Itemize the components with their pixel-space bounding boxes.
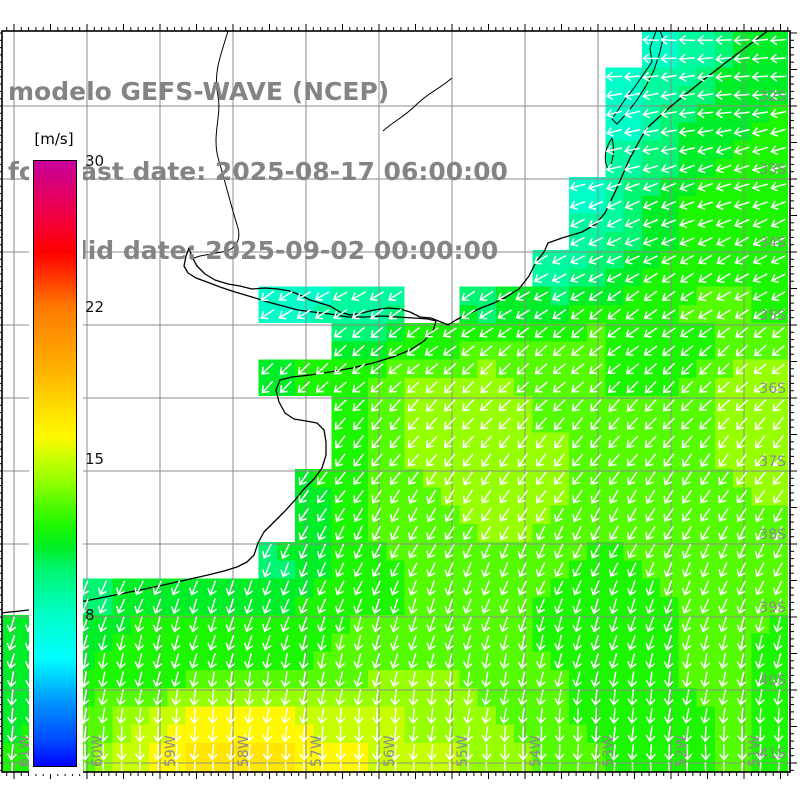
lon-label: 55W xyxy=(455,735,471,767)
degree-ticks xyxy=(0,24,797,779)
lon-label: 53W xyxy=(601,735,617,767)
model-title: modelo GEFS-WAVE (NCEP) xyxy=(8,77,390,106)
lon-label: 58W xyxy=(236,735,252,767)
river-line-uruguay xyxy=(190,31,240,260)
valid-date-line: valid date: 2025-09-02 00:00:00 xyxy=(46,236,499,265)
lon-label: 57W xyxy=(309,735,325,767)
lat-label: 41S xyxy=(759,746,786,762)
lagoon-outline xyxy=(611,31,664,125)
lon-label: 54W xyxy=(528,735,544,767)
river-line-negro xyxy=(382,77,453,132)
lat-label: 40S xyxy=(759,673,786,689)
lon-label: 56W xyxy=(382,735,398,767)
lon-label: 52W xyxy=(674,735,690,767)
coastline xyxy=(2,31,769,614)
map-frame xyxy=(1,30,791,773)
lon-label: 60W xyxy=(90,735,106,767)
colorbar-tick-label: 8 xyxy=(85,606,95,625)
lat-label: 33S xyxy=(759,162,786,178)
lon-label: 59W xyxy=(163,735,179,767)
colorbar-unit-label: [m/s] xyxy=(34,130,74,148)
lat-label: 34S xyxy=(759,235,786,251)
graticule-labels: 61W 60W 59W 58W 57W 56W 55W 54W 53W 52W 51W32S33S3… xyxy=(17,89,786,767)
lon-label: 51W xyxy=(747,735,763,767)
lat-label: 39S xyxy=(759,600,786,616)
lat-label: 36S xyxy=(759,381,786,397)
lat-label: 38S xyxy=(759,527,786,543)
lat-label: 35S xyxy=(759,308,786,324)
lat-label: 32S xyxy=(759,89,786,105)
graticule xyxy=(2,31,790,772)
colorbar-tick-label: 22 xyxy=(85,298,105,317)
colorbar xyxy=(29,150,83,774)
coast-layer xyxy=(2,31,769,614)
colorbar-tick-label: 30 xyxy=(85,152,105,170)
lat-label: 37S xyxy=(759,454,786,470)
colorbar-gradient xyxy=(33,160,77,767)
colorbar-tick-label: 15 xyxy=(85,449,105,468)
